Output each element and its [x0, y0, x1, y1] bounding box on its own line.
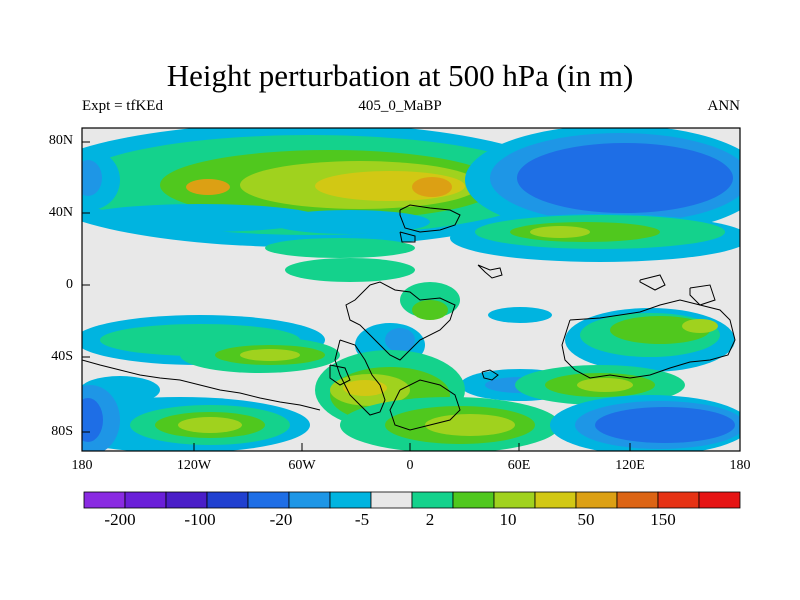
colorbar-box	[124, 491, 167, 509]
case-label: 405_0_MaBP	[358, 98, 442, 114]
colorbar-box	[411, 491, 454, 509]
colorbar-box	[534, 491, 577, 509]
colorbar-label: -100	[184, 510, 216, 529]
x-tick-label: 60E	[507, 458, 531, 473]
colorbar-box	[452, 491, 495, 509]
map-title: Height perturbation at 500 hPa (in m)	[166, 58, 634, 93]
colorbar-label: -20	[269, 510, 293, 529]
colorbar-box	[165, 491, 208, 509]
colorbar-box	[698, 491, 741, 509]
axis-ticks	[82, 141, 631, 451]
colorbar-box	[329, 491, 372, 509]
colorbar-box	[83, 491, 126, 509]
x-tick-label: 0	[406, 458, 414, 473]
colorbar-box	[206, 491, 249, 509]
y-tick-label: 80S	[51, 424, 73, 439]
colorbar-box	[657, 491, 700, 509]
colorbar-box	[493, 491, 536, 509]
colorbar-box	[575, 491, 618, 509]
colorbar-label: 150	[650, 510, 676, 529]
x-tick-label: 120E	[615, 458, 645, 473]
colorbar-label: 2	[425, 510, 435, 529]
y-tick-label: 80N	[48, 133, 73, 148]
colorbar-box	[247, 491, 290, 509]
plot-frame	[81, 127, 741, 452]
colorbar-box	[370, 491, 413, 509]
colorbar-box	[616, 491, 659, 509]
colorbar-box	[288, 491, 331, 509]
x-tick-label: 180	[729, 458, 751, 473]
experiment-label: Expt = tfKEd	[82, 98, 163, 114]
y-tick-label: 40S	[51, 349, 73, 364]
x-tick-label: 180	[71, 458, 93, 473]
colorbar-label: -5	[354, 510, 370, 529]
colorbar-label: 50	[577, 510, 595, 529]
x-tick-label: 60W	[288, 458, 316, 473]
colorbar-label: 10	[499, 510, 517, 529]
y-tick-label: 40N	[48, 205, 73, 220]
colorbar-label: -200	[104, 510, 136, 529]
contour-field	[82, 128, 740, 451]
colorbar	[83, 491, 741, 509]
period-label: ANN	[707, 98, 741, 114]
x-tick-label: 120W	[176, 458, 212, 473]
y-tick-label: 0	[66, 277, 73, 292]
